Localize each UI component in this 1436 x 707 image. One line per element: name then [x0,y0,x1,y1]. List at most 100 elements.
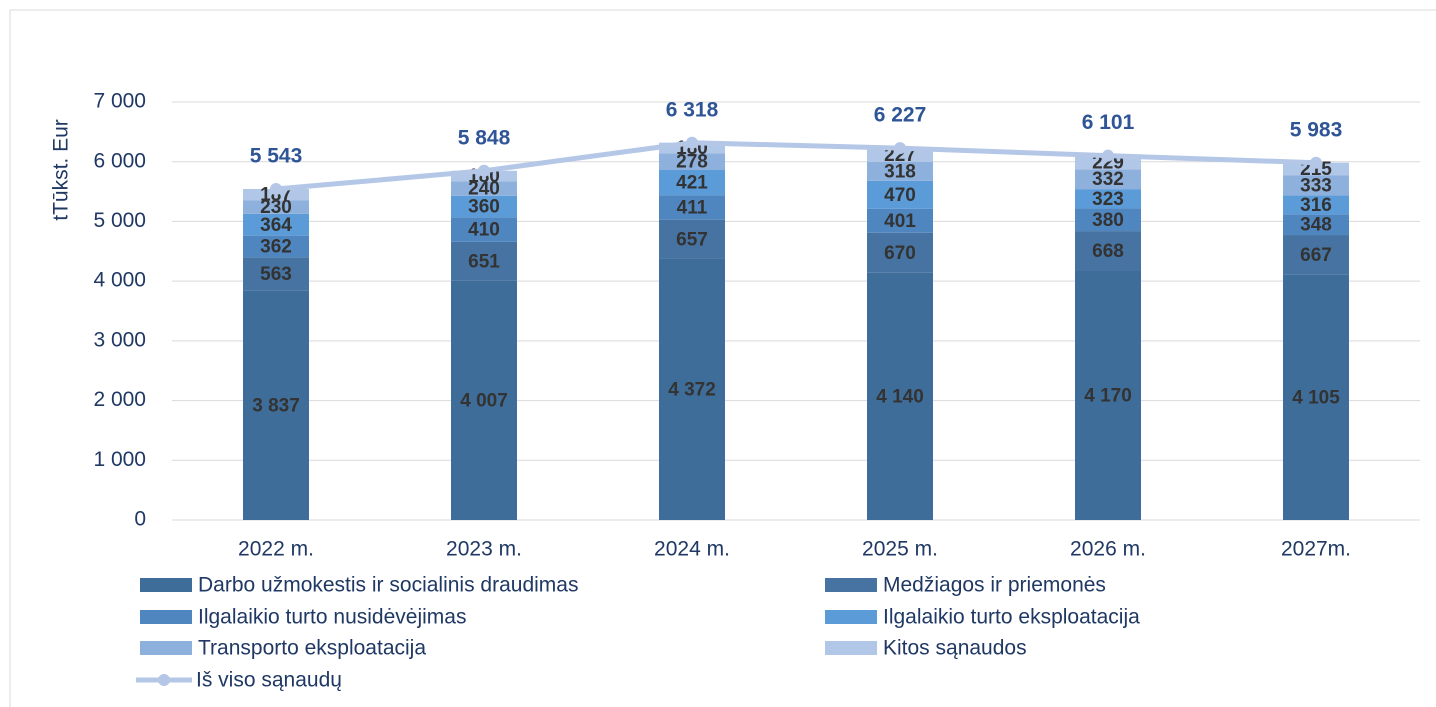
bar-segment [243,257,309,291]
legend-swatch [140,578,192,592]
data-label: 323 [1092,189,1124,210]
bar-segment [243,235,309,258]
y-tick-label: 7 000 [93,90,146,113]
total-label: 6 318 [666,98,719,121]
bar-segment [867,208,933,233]
bar-segment [867,180,933,209]
data-label: 360 [468,197,500,218]
legend-swatch [825,641,877,655]
data-label: 348 [1300,215,1332,236]
data-label: 668 [1092,241,1124,262]
data-label: 563 [260,264,292,285]
bar-segment [1283,214,1349,236]
data-label: 411 [677,197,708,218]
y-tick-label: 3 000 [93,328,146,351]
data-label: 670 [884,243,916,264]
data-label: 230 [260,197,292,218]
total-label: 6 101 [1082,111,1135,134]
total-marker [478,164,490,177]
bar-segment [1075,208,1141,232]
x-tick-label: 2022 m. [238,538,314,561]
bar-segment [659,258,725,520]
legend-label: Darbo užmokestis ir socialinis draudimas [198,574,578,597]
bar-segment [659,153,725,171]
bar-segment [451,241,517,281]
data-label: 651 [468,251,500,272]
data-label: 364 [260,215,292,236]
bar-segment [1075,231,1141,271]
data-label: 421 [676,173,708,194]
total-label: 5 848 [458,126,511,149]
total-marker [1310,156,1322,169]
data-label: 240 [468,179,500,200]
data-label: 316 [1300,195,1332,216]
x-tick-label: 2023 m. [446,538,522,561]
bar-segment [1283,274,1349,520]
y-tick-label: 0 [134,508,146,531]
bar-segment [1075,189,1141,209]
x-tick-label: 2027m. [1281,538,1351,561]
bar-segment [243,290,309,520]
bar-segment [1075,169,1141,190]
bar-segment [1283,195,1349,215]
data-label: 278 [676,152,708,173]
data-label: 657 [676,229,708,250]
bar-segment [451,217,517,242]
chart-border [9,9,1436,707]
bar-segment [451,181,517,196]
legend-swatch [140,610,192,624]
data-label: 4 140 [876,386,924,407]
data-label: 410 [468,220,500,241]
y-axis-label: tTūkst. Eur [50,119,73,221]
total-marker [270,183,282,196]
y-tick-label: 6 000 [93,149,146,172]
legend-swatch [140,641,192,655]
bar-segment [243,213,309,236]
bar-segment [1283,235,1349,275]
x-tick-label: 2026 m. [1070,538,1146,561]
y-tick-label: 4 000 [93,269,146,292]
x-tick-label: 2024 m. [654,538,730,561]
x-tick-label: 2025 m. [862,538,938,561]
data-label: 333 [1300,175,1332,196]
y-tick-label: 1 000 [93,448,146,471]
data-label: 380 [1092,210,1124,231]
data-label: 401 [884,211,916,232]
bar-segment [659,195,725,220]
bar-segment [451,195,517,218]
bar-segment [1283,162,1349,176]
data-label: 4 170 [1084,386,1132,407]
total-line [275,140,1317,192]
data-label: 3 837 [252,395,300,416]
data-label: 4 372 [668,379,716,400]
bar-segment [659,170,725,196]
bar-segment [867,148,933,162]
bar-segment [867,272,933,520]
bar-segment [1075,270,1141,520]
total-label: 5 543 [250,145,303,168]
data-label: 470 [884,185,916,206]
bar-segment [1283,175,1349,196]
total-marker [686,136,698,149]
total-label: 5 983 [1290,118,1343,141]
data-label: 362 [260,236,292,257]
legend-swatch [825,578,877,592]
legend-label: Kitos sąnaudos [883,637,1027,660]
data-label: 332 [1092,169,1124,190]
legend-label: Ilgalaikio turto nusidėvėjimas [198,606,466,629]
legend-swatch [158,674,170,686]
data-label: 4 105 [1292,387,1340,408]
legend-label: Medžiagos ir priemonės [883,574,1106,597]
legend-label: Transporto eksploatacija [198,637,426,660]
bar-segment [243,200,309,214]
bar-segment [451,280,517,520]
total-marker [894,142,906,155]
bar-segment [867,232,933,273]
data-label: 4 007 [460,390,508,411]
y-tick-label: 5 000 [93,209,146,232]
bar-segment [659,219,725,259]
total-label: 6 227 [874,104,927,127]
y-tick-label: 2 000 [93,388,146,411]
legend-swatch [825,610,877,624]
